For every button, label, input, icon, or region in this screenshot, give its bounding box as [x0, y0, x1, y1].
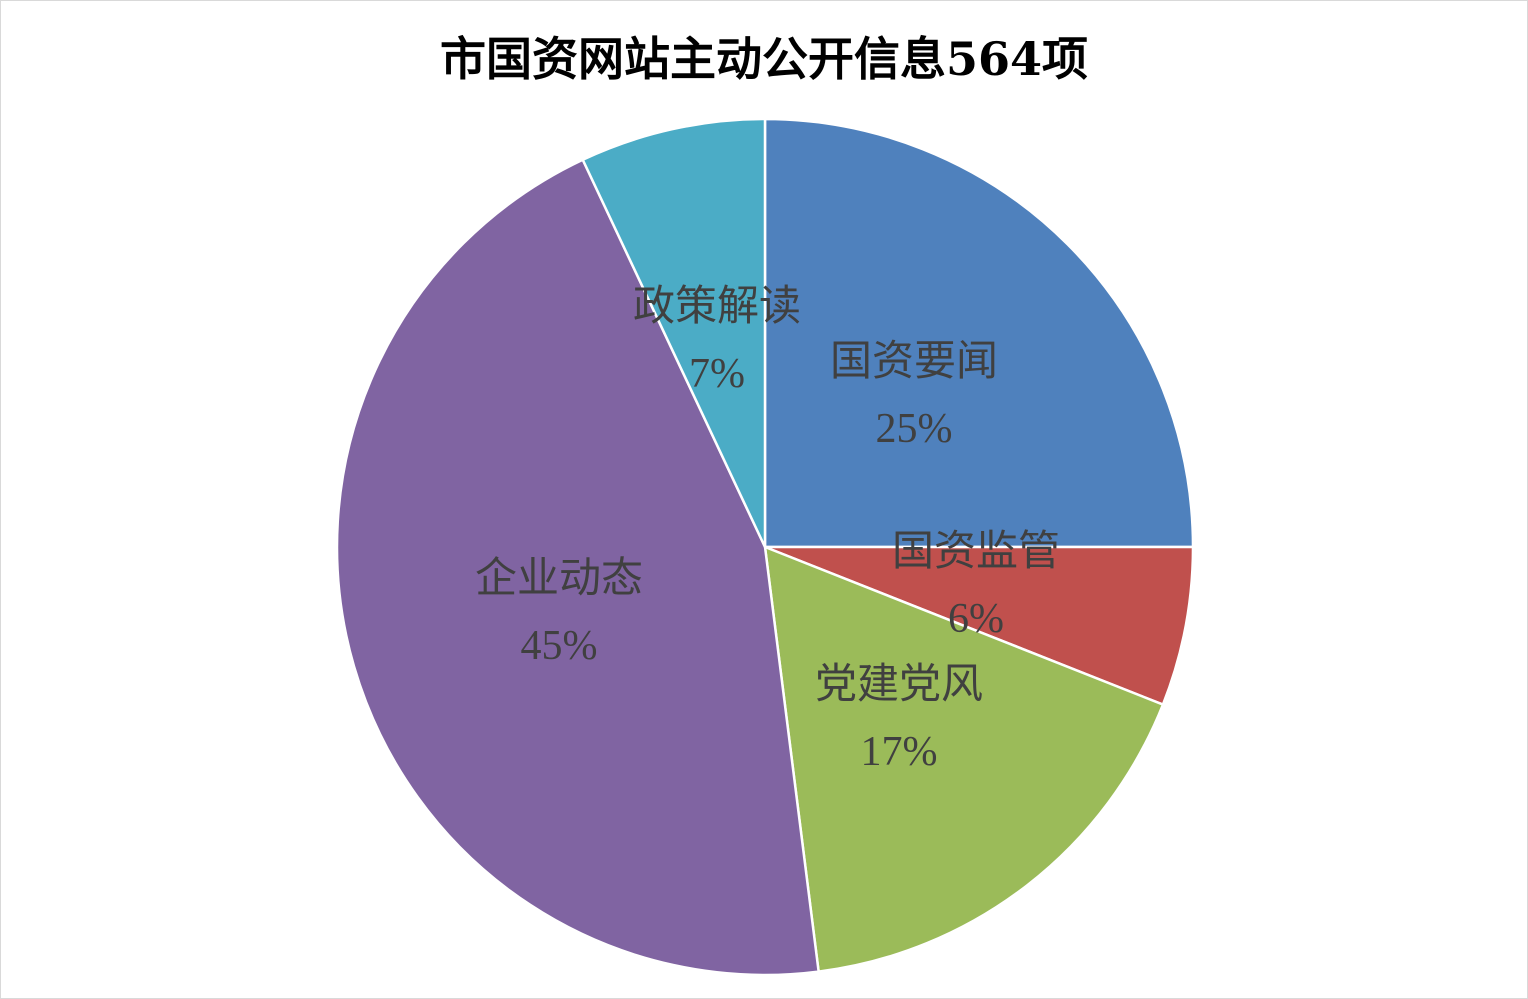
slice-label: 国资要闻: [830, 339, 998, 385]
pie-slice-1: [763, 117, 1195, 549]
pie-slice-5: [581, 117, 767, 548]
slice-label: 党建党风: [815, 662, 983, 708]
slice-label: 企业动态: [475, 555, 643, 602]
slice-label: 政策解读: [633, 284, 801, 330]
pie-slice-2: [764, 545, 1195, 707]
slice-percent-label: 17%: [861, 729, 938, 775]
slice-percent-label: 25%: [876, 406, 953, 452]
pie-slice-3: [763, 545, 1165, 974]
slice-percent-label: 7%: [689, 351, 745, 397]
slice-percent-label: 45%: [521, 623, 598, 669]
pie-slice-4: [335, 158, 821, 977]
slice-label: 国资监管: [892, 529, 1060, 575]
chart-title: 市国资网站主动公开信息564项: [439, 32, 1089, 86]
slice-percent-label: 6%: [948, 596, 1004, 642]
